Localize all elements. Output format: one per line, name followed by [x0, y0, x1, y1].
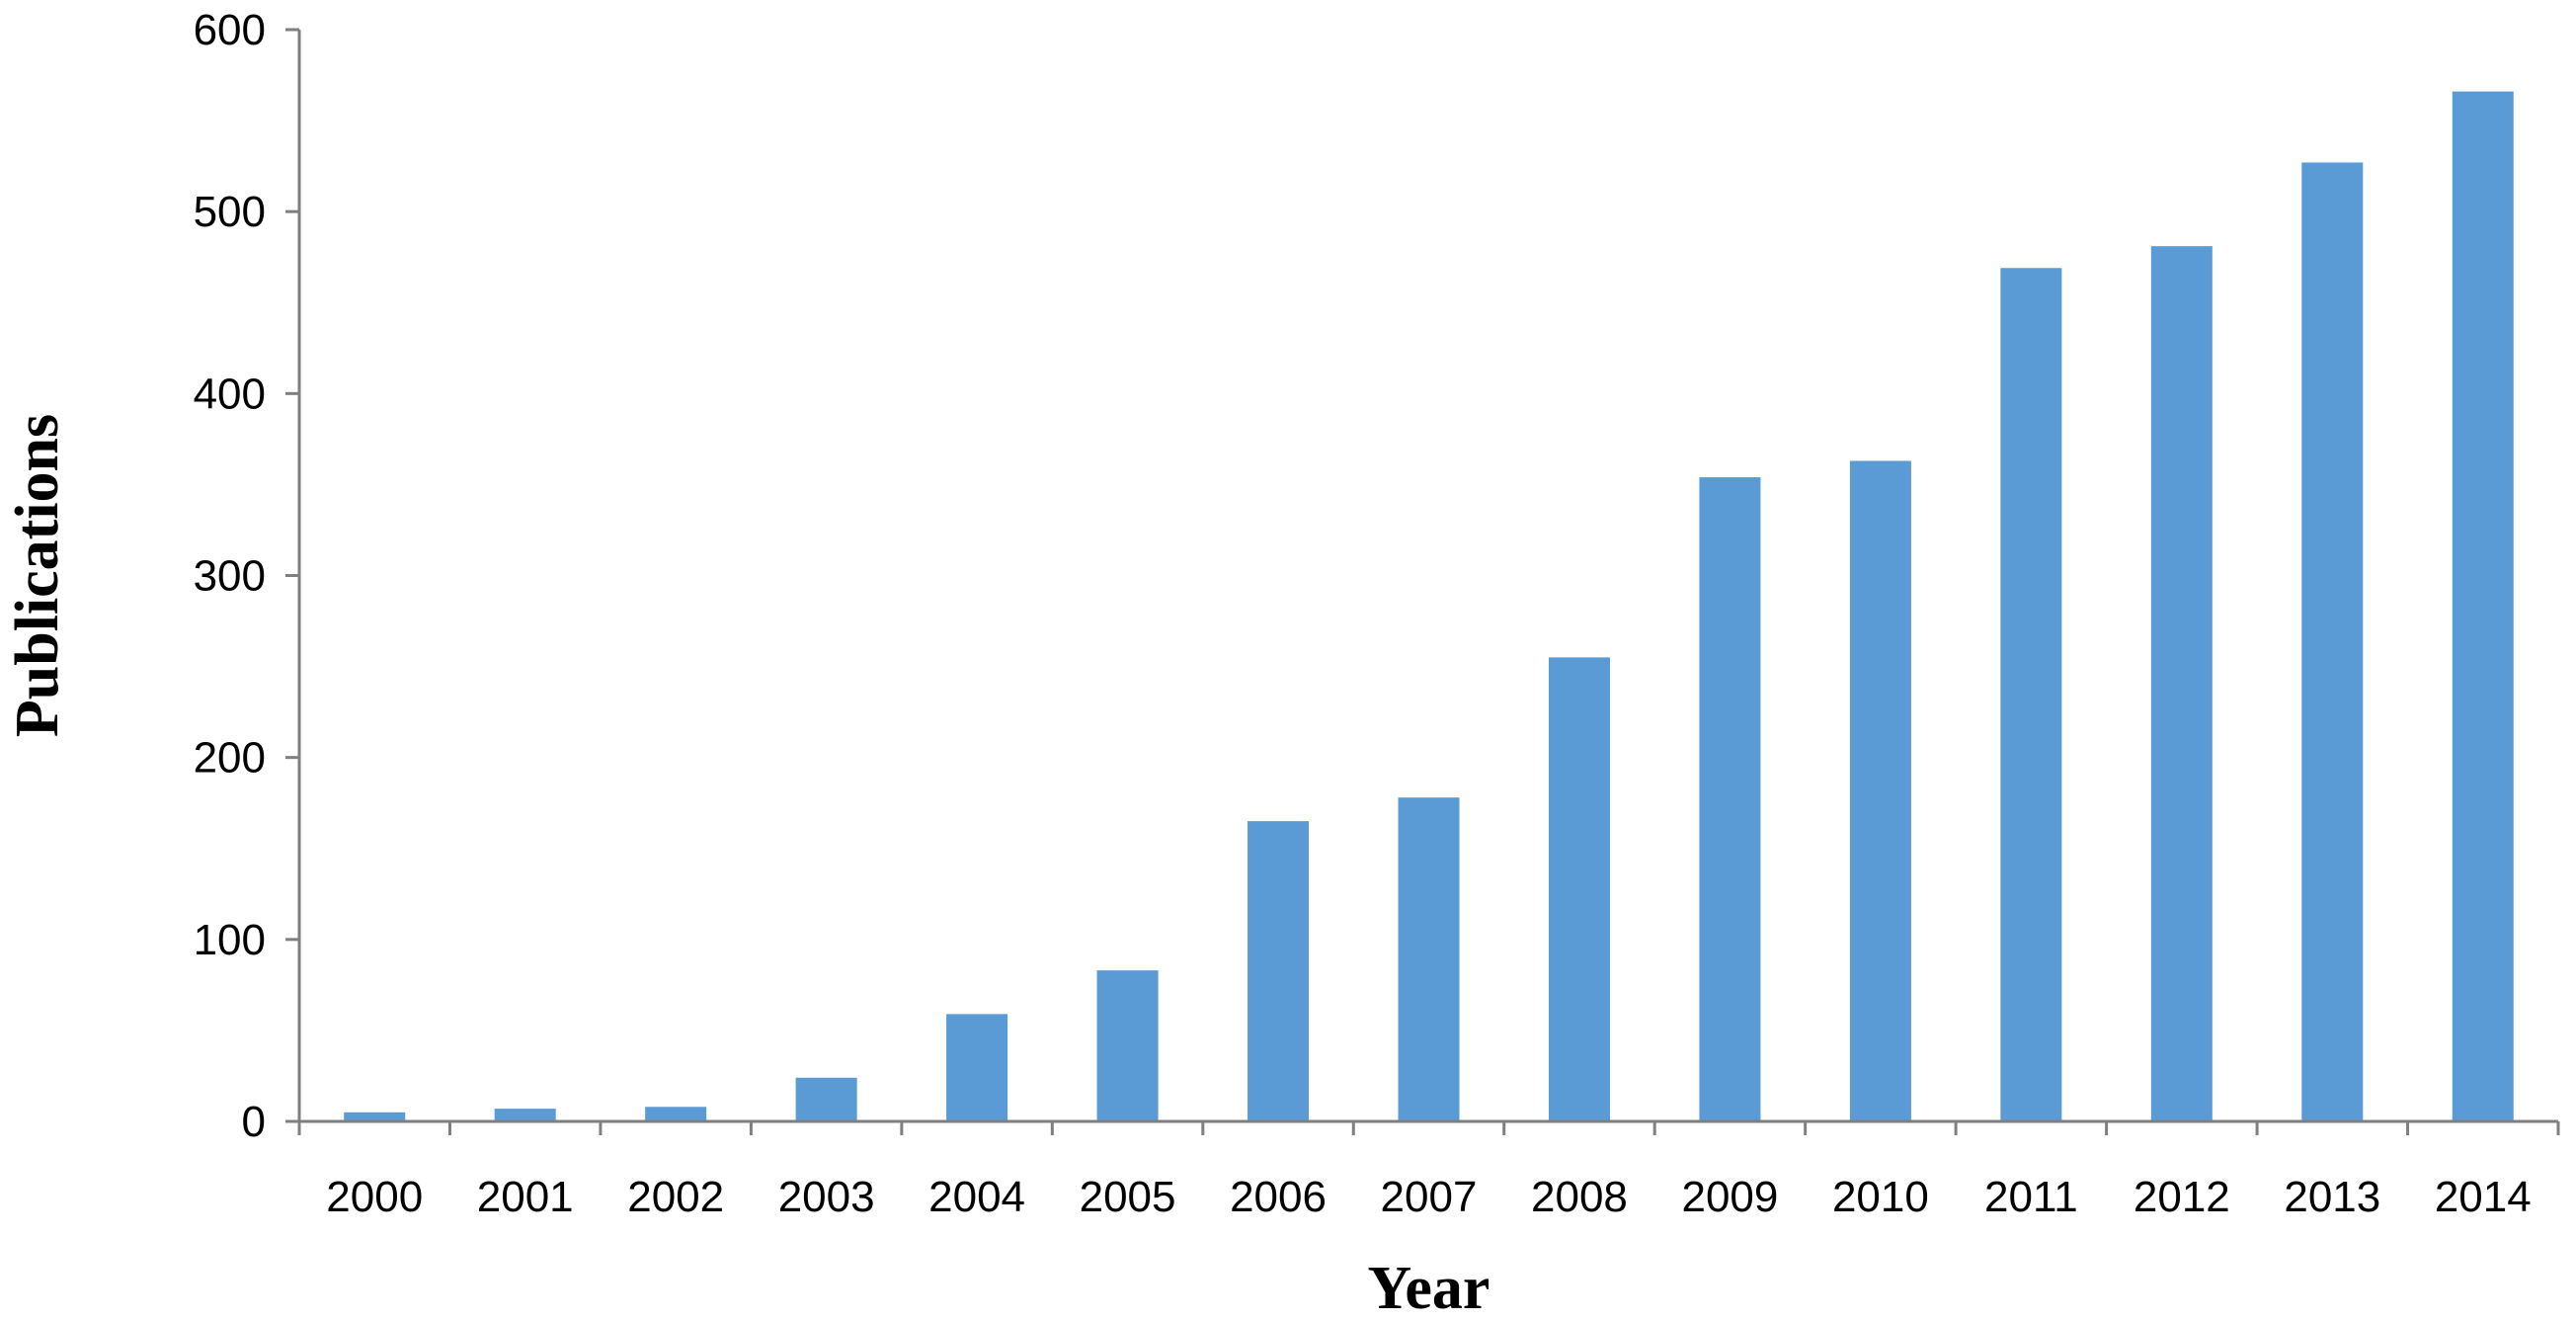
bar-2006 — [1248, 821, 1310, 1121]
bar-2005 — [1096, 970, 1159, 1121]
bar-2010 — [1849, 460, 1911, 1122]
bar-2013 — [2301, 162, 2364, 1122]
bar-2008 — [1548, 657, 1610, 1121]
x-tick-label: 2008 — [1531, 1173, 1628, 1221]
x-tick-label: 2000 — [326, 1173, 423, 1221]
bar-2001 — [494, 1109, 556, 1121]
bar-2003 — [795, 1077, 857, 1121]
bar-2007 — [1398, 797, 1460, 1121]
x-tick-label: 2005 — [1080, 1173, 1176, 1221]
x-tick-label: 2003 — [778, 1173, 875, 1221]
x-tick-label: 2013 — [2284, 1173, 2380, 1221]
y-tick-label: 200 — [194, 734, 266, 783]
y-axis-title: Publications — [4, 414, 71, 737]
x-tick-label: 2010 — [1832, 1173, 1929, 1221]
y-axis-ticks: 0 100 200 300 400 500 600 — [194, 6, 299, 1146]
x-tick-label: 2002 — [627, 1173, 724, 1221]
y-tick-label: 100 — [194, 916, 266, 964]
x-tick-label: 2009 — [1681, 1173, 1778, 1221]
axes — [297, 30, 2558, 1123]
bar-2004 — [946, 1014, 1008, 1121]
x-axis-title: Year — [1368, 1255, 1490, 1321]
bar-2012 — [2150, 246, 2213, 1122]
bar-2009 — [1699, 477, 1761, 1121]
y-tick-label: 0 — [242, 1098, 266, 1146]
x-axis-ticks: 2000 2001 2002 2003 2004 2005 2006 2007 2008 2009… — [297, 1121, 2560, 1221]
y-tick-label: 600 — [194, 6, 266, 54]
x-tick-label: 2006 — [1230, 1173, 1327, 1221]
bar-series — [344, 91, 2514, 1122]
x-tick-label: 2001 — [477, 1173, 574, 1221]
bar-2000 — [344, 1112, 406, 1121]
x-tick-label: 2012 — [2133, 1173, 2230, 1221]
bar-2011 — [2000, 268, 2062, 1122]
x-tick-label: 2007 — [1381, 1173, 1478, 1221]
y-tick-label: 300 — [194, 552, 266, 601]
bar-2002 — [645, 1107, 707, 1121]
x-tick-label: 2011 — [1984, 1173, 2078, 1221]
y-tick-label: 400 — [194, 370, 266, 418]
x-tick-label: 2004 — [928, 1173, 1025, 1221]
bar-2014 — [2452, 91, 2514, 1121]
x-tick-label: 2014 — [2435, 1173, 2532, 1221]
y-tick-label: 500 — [194, 188, 266, 236]
